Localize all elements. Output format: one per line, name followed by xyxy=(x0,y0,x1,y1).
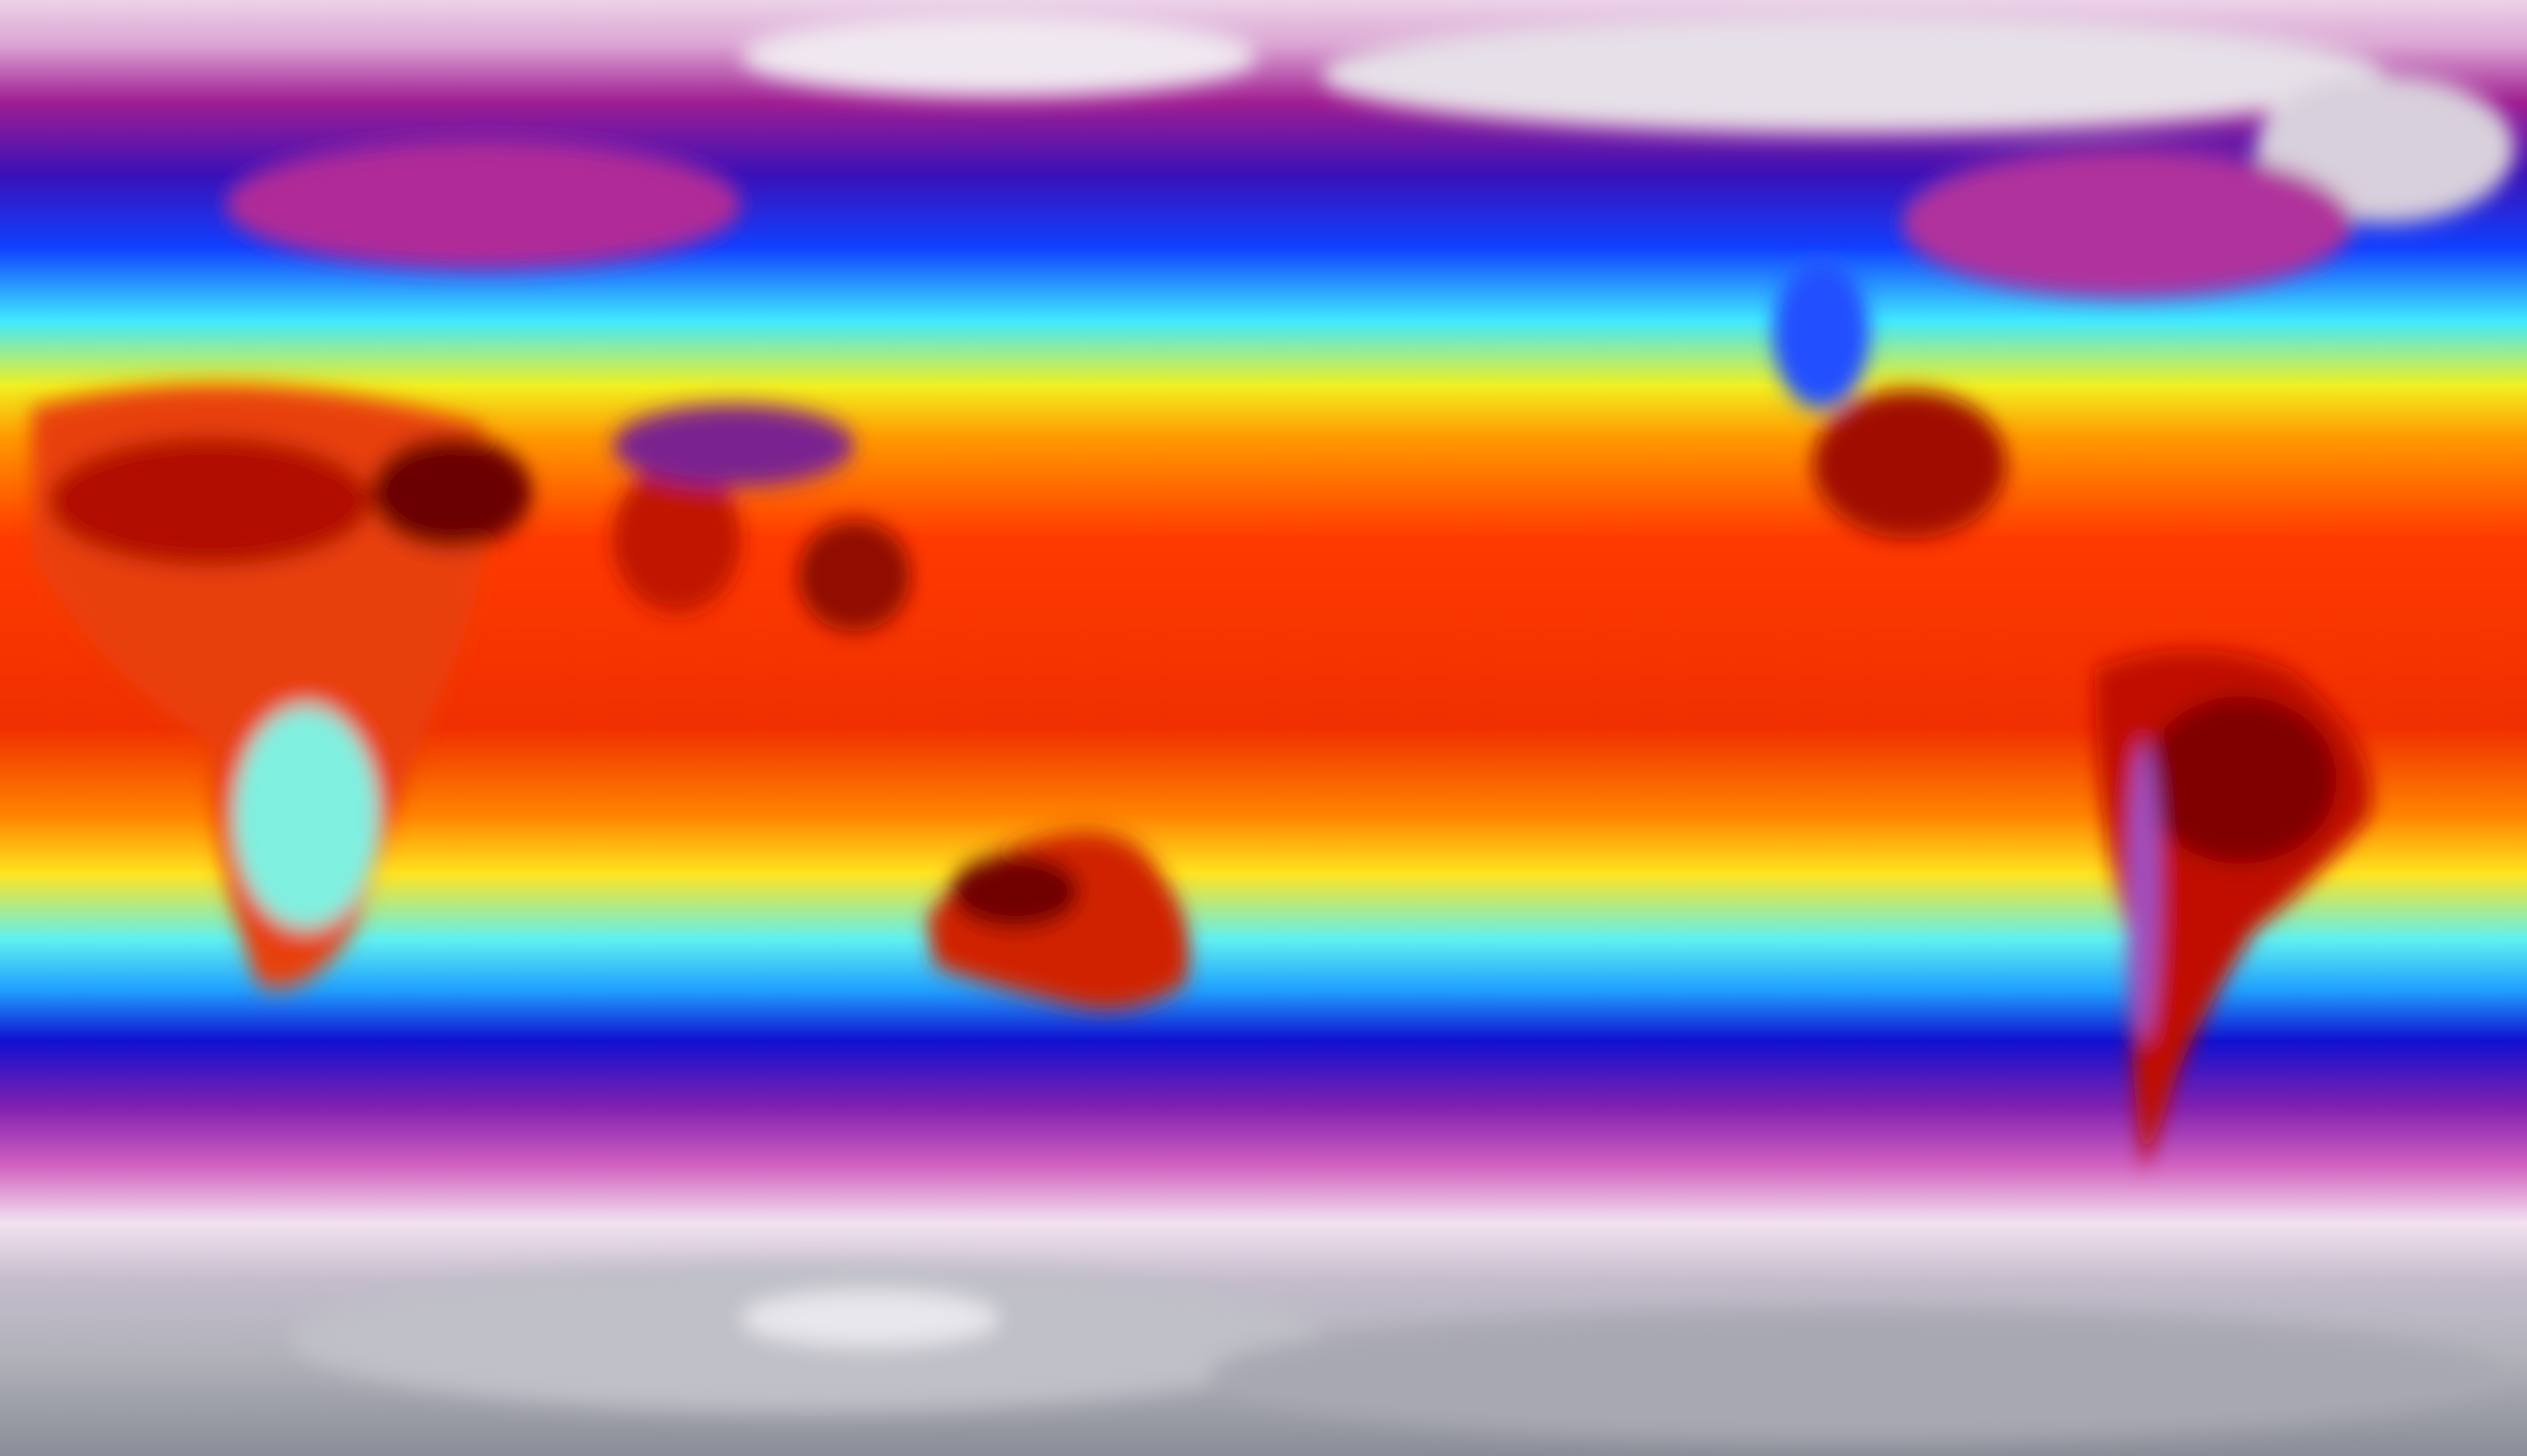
andes xyxy=(2127,742,2160,1040)
antarctica-plateau xyxy=(741,1290,1000,1347)
southeast-asia xyxy=(798,520,911,632)
arabia-hot xyxy=(370,436,532,548)
rocky-mountains xyxy=(1772,260,1869,409)
sahara-hot xyxy=(48,436,371,567)
india xyxy=(612,464,741,613)
north-america-cold xyxy=(1901,148,2353,297)
amazon xyxy=(2143,696,2337,864)
mexico xyxy=(1813,390,2007,539)
antarctica-east xyxy=(1208,1309,2498,1439)
arctic-north-america xyxy=(1321,15,2385,134)
australia-interior xyxy=(951,854,1080,929)
tibet-plateau xyxy=(612,405,855,487)
arctic-greenland xyxy=(741,15,1257,97)
southern-africa-cool xyxy=(233,706,379,929)
siberia xyxy=(225,139,741,269)
